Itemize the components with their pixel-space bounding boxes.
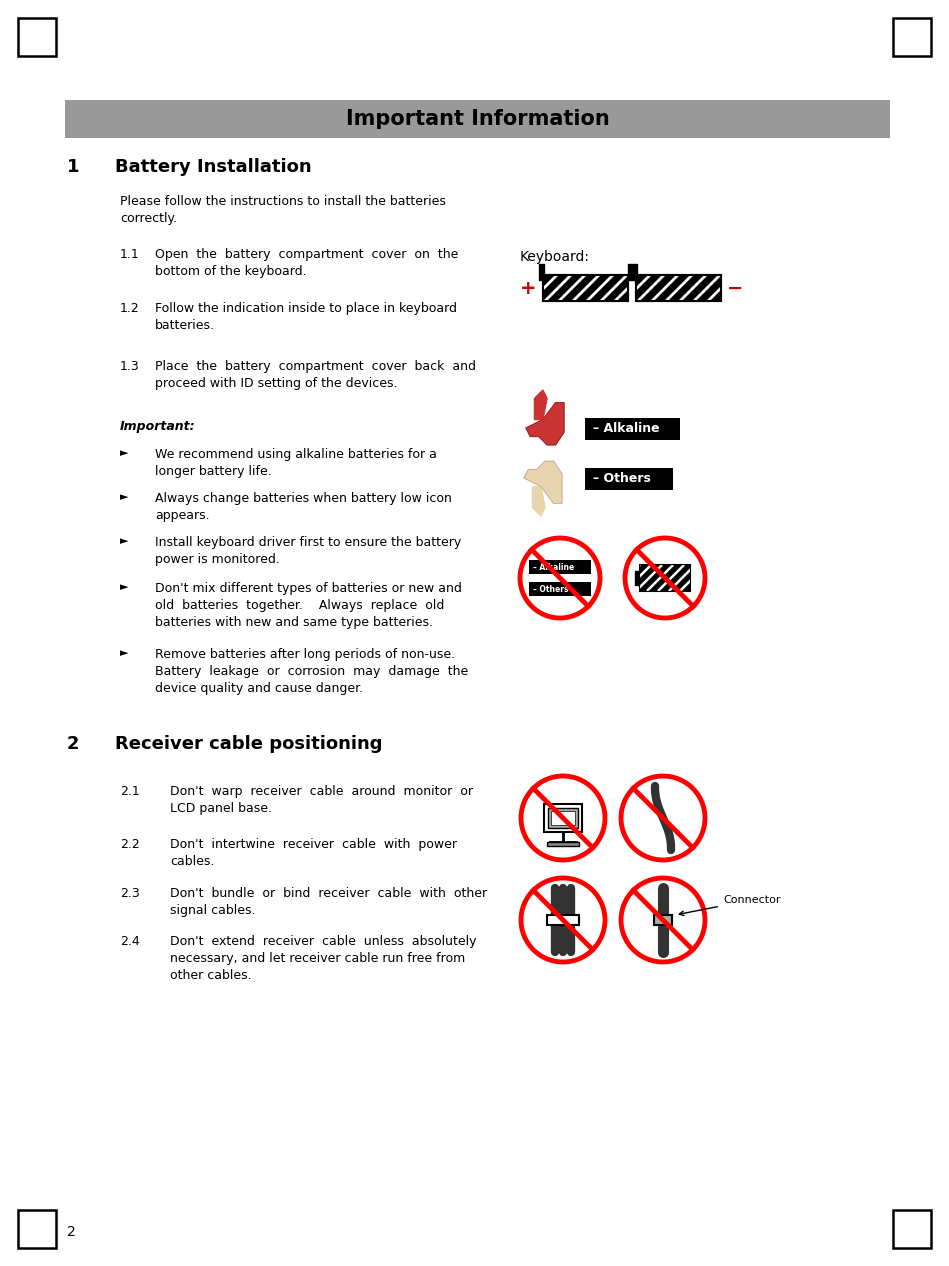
Text: Connector: Connector bbox=[679, 895, 780, 915]
Text: – Others: – Others bbox=[533, 585, 568, 594]
Bar bbox=[585, 468, 673, 490]
Text: Don't  bundle  or  bind  receiver  cable  with  other
signal cables.: Don't bundle or bind receiver cable with… bbox=[170, 887, 487, 917]
Polygon shape bbox=[534, 390, 548, 419]
Bar bbox=[547, 915, 579, 925]
Bar bbox=[640, 565, 690, 591]
Text: ►: ► bbox=[120, 582, 128, 592]
Text: Don't mix different types of batteries or new and
old  batteries  together.    A: Don't mix different types of batteries o… bbox=[155, 582, 462, 629]
Text: Remove batteries after long periods of non-use.
Battery  leakage  or  corrosion : Remove batteries after long periods of n… bbox=[155, 648, 468, 695]
Text: – Alkaline: – Alkaline bbox=[533, 562, 574, 571]
Text: Follow the indication inside to place in keyboard
batteries.: Follow the indication inside to place in… bbox=[155, 303, 457, 332]
Text: 2.3: 2.3 bbox=[120, 887, 140, 900]
Bar bbox=[544, 804, 582, 833]
Text: 2: 2 bbox=[67, 1225, 76, 1239]
Text: We recommend using alkaline batteries for a
longer battery life.: We recommend using alkaline batteries fo… bbox=[155, 448, 437, 479]
Text: −: − bbox=[727, 279, 743, 298]
Text: 2.4: 2.4 bbox=[120, 936, 140, 948]
Text: Important Information: Important Information bbox=[345, 109, 609, 129]
Bar bbox=[547, 842, 580, 847]
Bar bbox=[543, 275, 628, 301]
Bar bbox=[65, 100, 890, 138]
Text: 1.3: 1.3 bbox=[120, 360, 140, 373]
Bar bbox=[529, 560, 591, 573]
Bar bbox=[543, 275, 628, 301]
Bar bbox=[635, 571, 641, 585]
Text: Open  the  battery  compartment  cover  on  the
bottom of the keyboard.: Open the battery compartment cover on th… bbox=[155, 248, 458, 279]
Text: 2.1: 2.1 bbox=[120, 785, 140, 798]
Bar bbox=[18, 18, 56, 56]
Text: Don't  warp  receiver  cable  around  monitor  or
LCD panel base.: Don't warp receiver cable around monitor… bbox=[170, 785, 473, 815]
Text: Don't  extend  receiver  cable  unless  absolutely
necessary, and let receiver c: Don't extend receiver cable unless absol… bbox=[170, 936, 476, 982]
Bar bbox=[636, 275, 721, 301]
Text: Place  the  battery  compartment  cover  back  and
proceed with ID setting of th: Place the battery compartment cover back… bbox=[155, 360, 476, 390]
Text: ►: ► bbox=[120, 648, 128, 658]
Text: Keyboard:: Keyboard: bbox=[520, 249, 590, 265]
Text: 1: 1 bbox=[67, 158, 80, 176]
Text: +: + bbox=[520, 279, 536, 298]
Text: 1.2: 1.2 bbox=[120, 303, 140, 315]
Text: – Others: – Others bbox=[593, 472, 651, 485]
Text: ►: ► bbox=[120, 448, 128, 458]
Text: Receiver cable positioning: Receiver cable positioning bbox=[115, 736, 382, 753]
Polygon shape bbox=[526, 403, 564, 444]
Text: ►: ► bbox=[120, 492, 128, 503]
Bar bbox=[585, 418, 680, 441]
Text: Install keyboard driver first to ensure the battery
power is monitored.: Install keyboard driver first to ensure … bbox=[155, 536, 461, 566]
Bar bbox=[550, 810, 575, 825]
Text: 1.1: 1.1 bbox=[120, 248, 140, 261]
Bar bbox=[548, 808, 578, 828]
Text: ►: ► bbox=[120, 536, 128, 546]
Text: Don't  intertwine  receiver  cable  with  power
cables.: Don't intertwine receiver cable with pow… bbox=[170, 838, 457, 868]
Bar bbox=[628, 265, 637, 280]
Text: Please follow the instructions to install the batteries
correctly.: Please follow the instructions to instal… bbox=[120, 195, 446, 225]
Polygon shape bbox=[532, 486, 545, 517]
Bar bbox=[636, 275, 721, 301]
Text: – Alkaline: – Alkaline bbox=[593, 423, 660, 436]
Bar bbox=[539, 265, 544, 280]
Text: Important:: Important: bbox=[120, 420, 195, 433]
Text: Always change batteries when battery low icon
appears.: Always change batteries when battery low… bbox=[155, 492, 452, 522]
Text: 2: 2 bbox=[67, 736, 80, 753]
Bar bbox=[18, 1210, 56, 1248]
Polygon shape bbox=[524, 461, 562, 504]
Bar bbox=[654, 915, 672, 925]
Bar bbox=[893, 18, 931, 56]
Bar bbox=[893, 1210, 931, 1248]
Bar bbox=[529, 582, 591, 596]
Text: Battery Installation: Battery Installation bbox=[115, 158, 311, 176]
Text: 2.2: 2.2 bbox=[120, 838, 140, 851]
